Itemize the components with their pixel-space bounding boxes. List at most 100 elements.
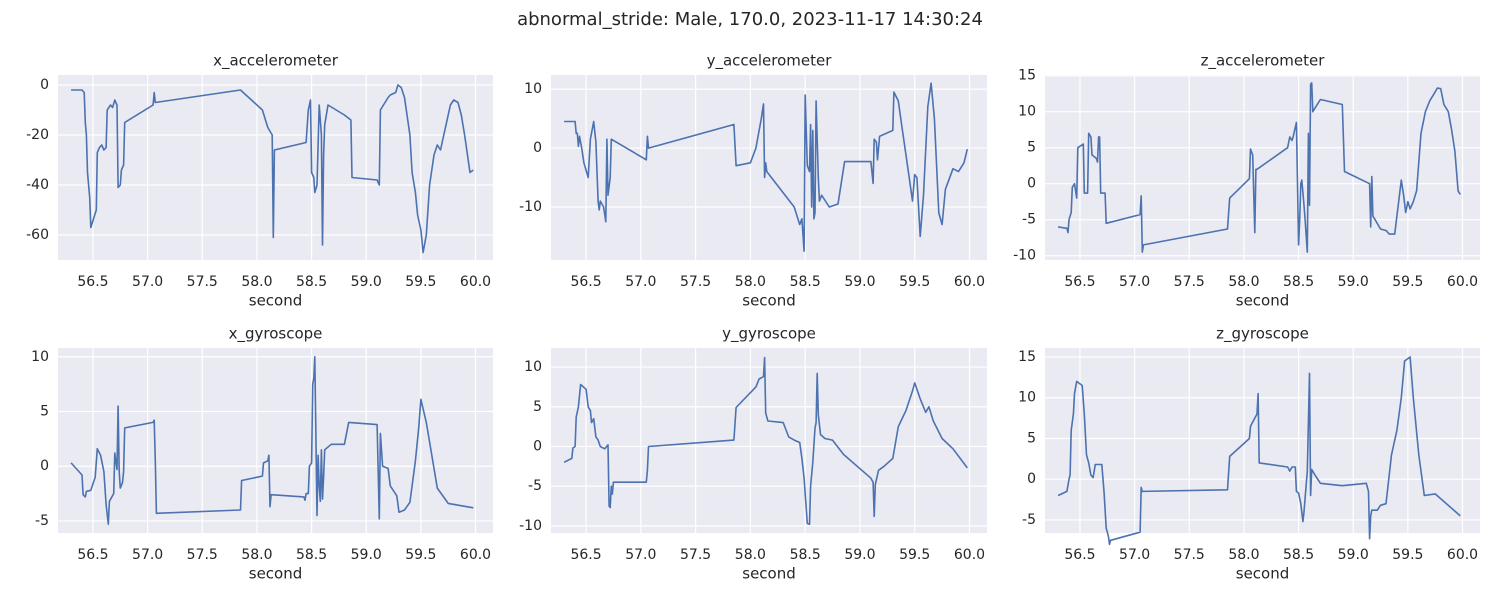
subplot-title: y_accelerometer <box>707 52 833 71</box>
x-tick-label: 58.5 <box>790 547 821 563</box>
x-tick-label: 58.0 <box>1228 274 1259 290</box>
x-tick-label: 58.5 <box>296 547 327 563</box>
x-tick-label: 59.0 <box>1338 274 1369 290</box>
x-tick-label: 60.0 <box>1447 547 1478 563</box>
y-tick-label: 0 <box>1027 471 1036 487</box>
subplot-title: z_gyroscope <box>1216 325 1309 344</box>
y-tick-label: 0 <box>533 438 542 454</box>
y-tick-label: 0 <box>40 458 49 474</box>
x-tick-label: 57.0 <box>132 547 163 563</box>
subplot-title: x_accelerometer <box>213 52 339 71</box>
x-tick-label: 57.5 <box>187 547 218 563</box>
subplot-title: x_gyroscope <box>229 325 323 344</box>
x-tick-label: 57.0 <box>1119 274 1150 290</box>
y-tick-label: -60 <box>26 227 49 243</box>
x-tick-label: 56.5 <box>1064 547 1095 563</box>
y-tick-label: -10 <box>1013 248 1036 264</box>
x-tick-label: 56.5 <box>570 547 601 563</box>
y-tick-label: 10 <box>31 349 49 365</box>
plot-area <box>58 348 493 533</box>
x-tick-label: 59.5 <box>1392 547 1423 563</box>
x-tick-label: 59.0 <box>351 547 382 563</box>
y-tick-label: 5 <box>1027 430 1036 446</box>
x-tick-label: 58.0 <box>735 547 766 563</box>
x-tick-label: 56.5 <box>570 274 601 290</box>
x-tick-label: 59.5 <box>405 274 436 290</box>
x-axis-label: second <box>249 292 303 310</box>
y-tick-label: -5 <box>1022 212 1036 228</box>
x-tick-label: 59.5 <box>1392 274 1423 290</box>
x-axis-label: second <box>742 292 796 310</box>
y-tick-label: 10 <box>524 359 542 375</box>
data-line <box>564 82 969 252</box>
data-line <box>70 356 474 525</box>
y-tick-label: 0 <box>533 140 542 156</box>
plot-area <box>1045 75 1480 260</box>
x-tick-label: 59.0 <box>844 547 875 563</box>
x-tick-label: 60.0 <box>954 547 985 563</box>
x-tick-label: 57.0 <box>132 274 163 290</box>
x-tick-label: 59.5 <box>405 547 436 563</box>
x-axis-label: second <box>1236 565 1290 583</box>
y-tick-label: -20 <box>26 127 49 143</box>
y-tick-label: 5 <box>1027 140 1036 156</box>
data-line <box>1057 356 1461 546</box>
x-tick-label: 60.0 <box>460 547 491 563</box>
x-tick-label: 60.0 <box>1447 274 1478 290</box>
data-line <box>563 356 968 526</box>
x-tick-label: 59.0 <box>1338 547 1369 563</box>
y-tick-label: 0 <box>40 77 49 93</box>
subplot-title: y_gyroscope <box>722 325 816 344</box>
x-tick-label: 57.0 <box>1119 547 1150 563</box>
x-tick-label: 58.5 <box>1283 547 1314 563</box>
x-tick-label: 58.5 <box>790 274 821 290</box>
y-tick-label: -40 <box>26 177 49 193</box>
x-tick-label: 56.5 <box>1064 274 1095 290</box>
x-tick-label: 60.0 <box>954 274 985 290</box>
plot-area <box>551 75 987 260</box>
x-tick-label: 59.0 <box>844 274 875 290</box>
y-tick-label: 5 <box>40 403 49 419</box>
x-axis-label: second <box>1236 292 1290 310</box>
x-tick-label: 57.0 <box>625 274 656 290</box>
data-line <box>1057 82 1461 253</box>
y-tick-label: -10 <box>519 199 542 215</box>
x-tick-label: 57.5 <box>1174 547 1205 563</box>
x-tick-label: 57.5 <box>680 274 711 290</box>
x-tick-label: 60.0 <box>460 274 491 290</box>
x-tick-label: 58.0 <box>735 274 766 290</box>
y-tick-label: 10 <box>524 81 542 97</box>
x-tick-label: 57.0 <box>625 547 656 563</box>
figure-title: abnormal_stride: Male, 170.0, 2023-11-17… <box>517 9 983 30</box>
plot-area <box>1045 348 1480 533</box>
x-tick-label: 57.5 <box>1174 274 1205 290</box>
x-axis-label: second <box>742 565 796 583</box>
x-tick-label: 56.5 <box>77 547 108 563</box>
x-tick-label: 58.0 <box>241 547 272 563</box>
y-tick-label: 15 <box>1018 68 1036 84</box>
y-tick-label: 5 <box>533 399 542 415</box>
y-tick-label: 15 <box>1018 349 1036 365</box>
x-tick-label: 59.5 <box>899 274 930 290</box>
y-tick-label: 0 <box>1027 176 1036 192</box>
y-tick-label: -5 <box>528 478 542 494</box>
x-axis-label: second <box>249 565 303 583</box>
y-tick-label: -5 <box>1022 512 1036 528</box>
y-tick-label: 10 <box>1018 390 1036 406</box>
x-tick-label: 58.0 <box>1228 547 1259 563</box>
x-tick-label: 57.5 <box>680 547 711 563</box>
y-tick-label: 10 <box>1018 104 1036 120</box>
x-tick-label: 58.5 <box>296 274 327 290</box>
data-line <box>71 84 474 254</box>
plot-area <box>551 348 987 533</box>
x-tick-label: 59.0 <box>351 274 382 290</box>
x-tick-label: 58.0 <box>241 274 272 290</box>
y-tick-label: -10 <box>519 518 542 534</box>
x-tick-label: 58.5 <box>1283 274 1314 290</box>
y-tick-label: -5 <box>35 513 49 529</box>
subplot-title: z_accelerometer <box>1201 52 1326 71</box>
x-tick-label: 56.5 <box>77 274 108 290</box>
x-tick-label: 59.5 <box>899 547 930 563</box>
x-tick-label: 57.5 <box>187 274 218 290</box>
